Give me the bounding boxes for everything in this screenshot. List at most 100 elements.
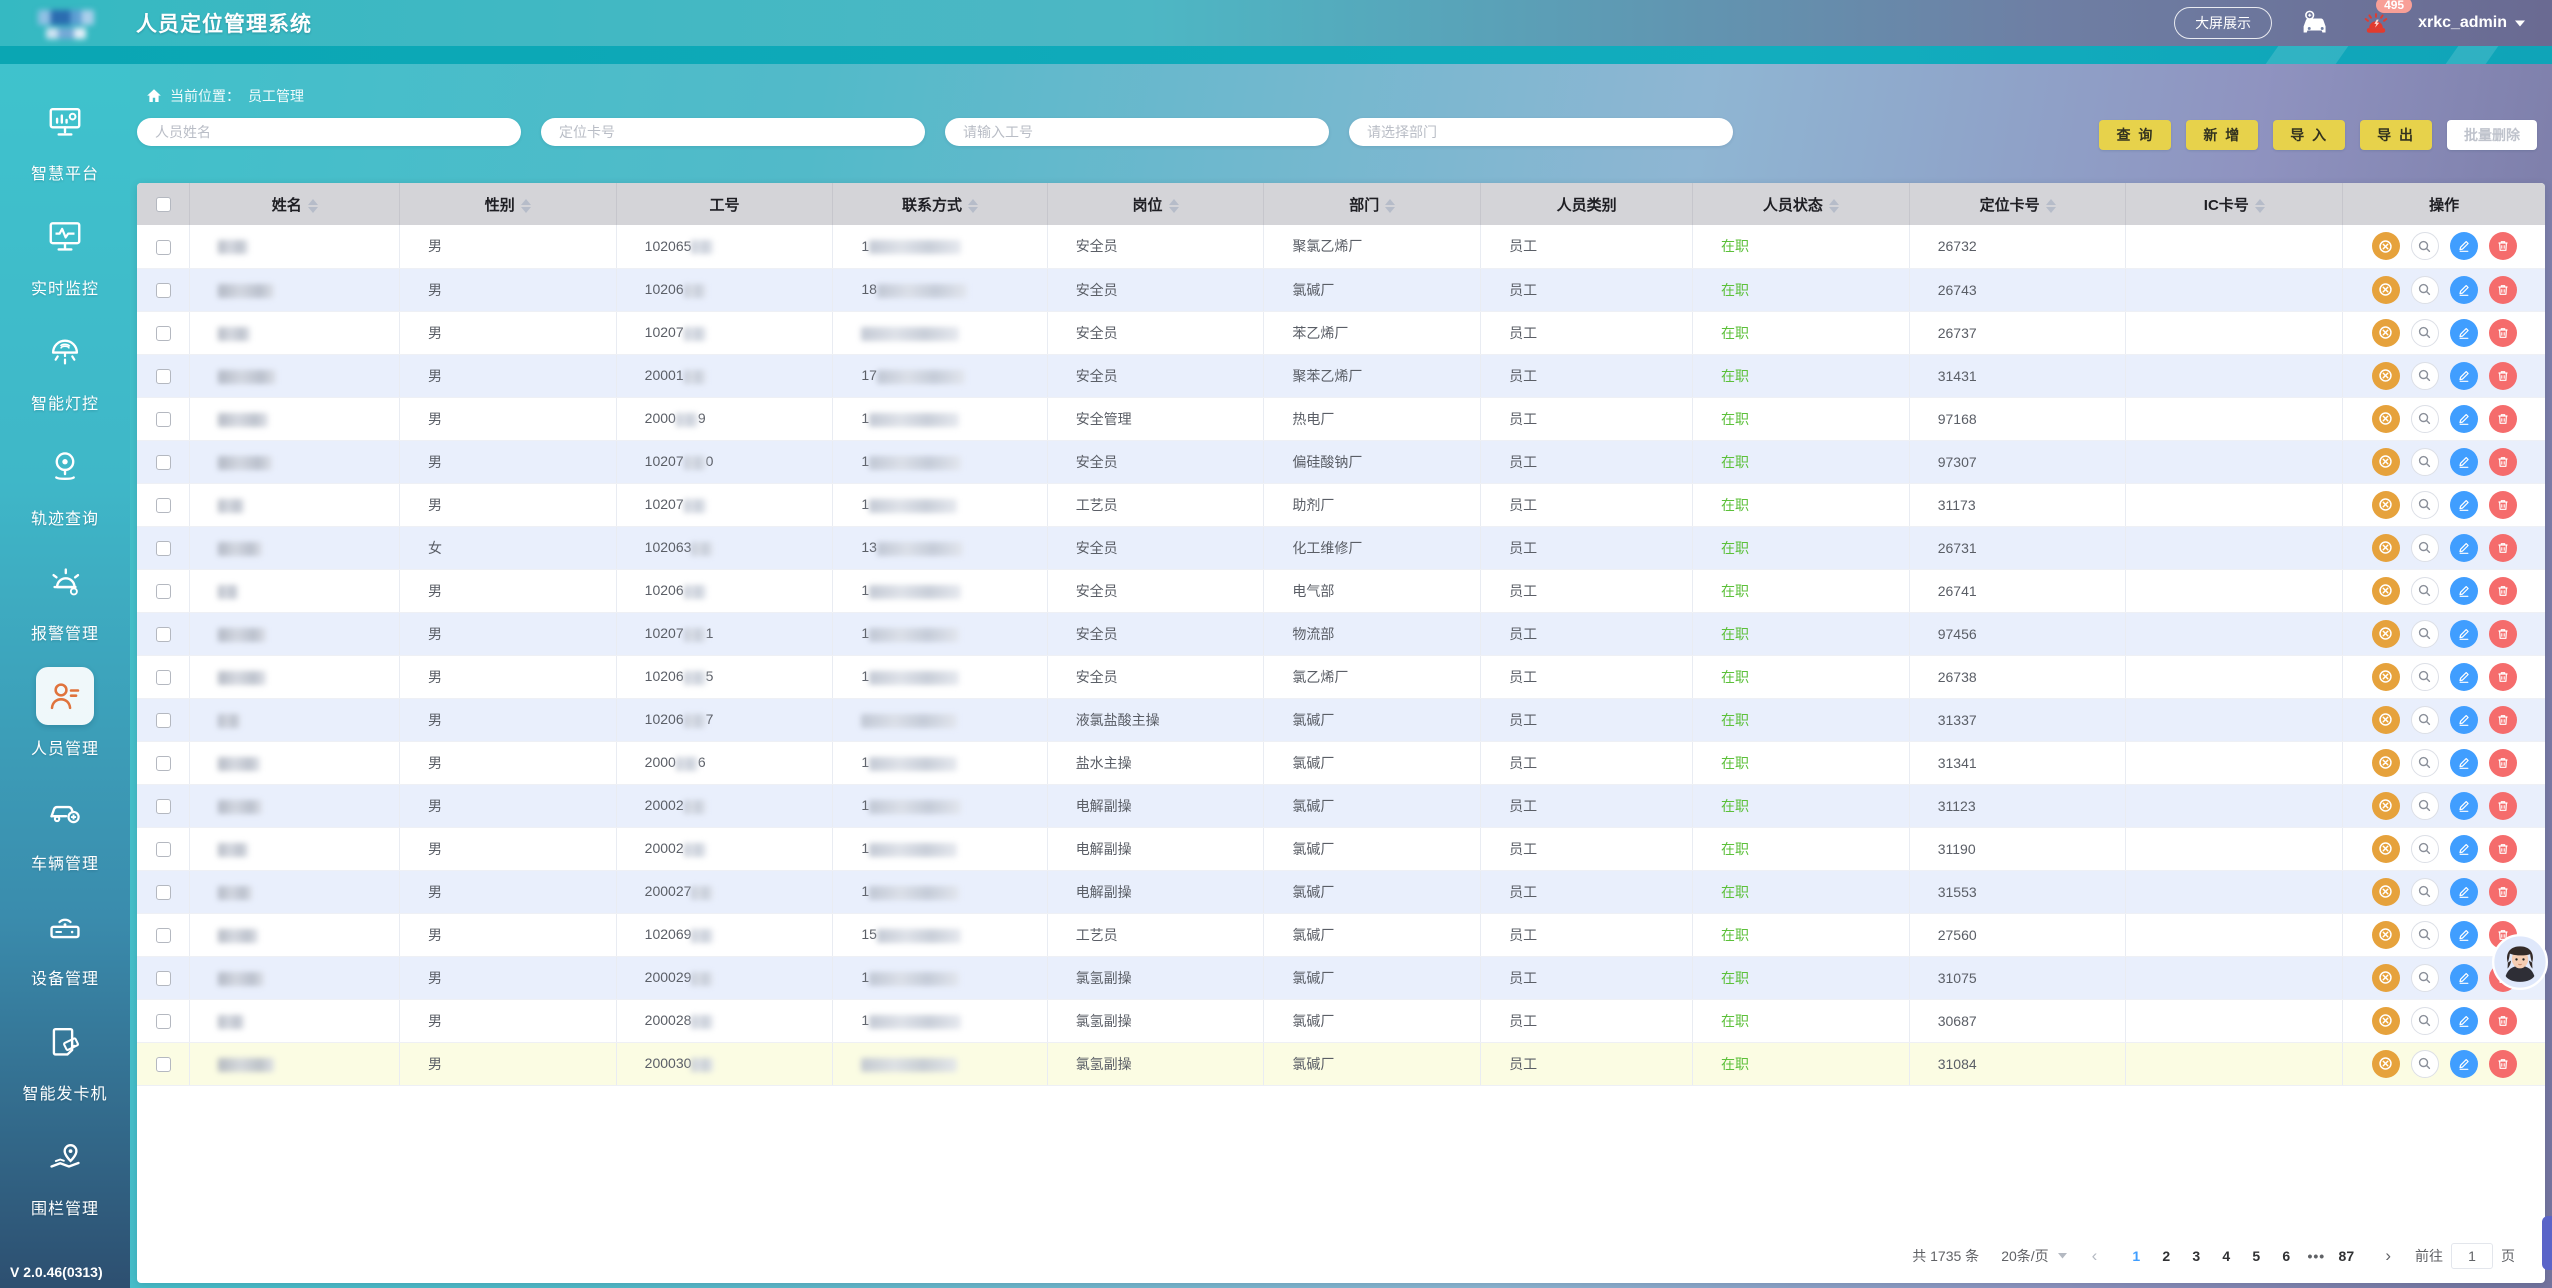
delete-button[interactable] (2488, 834, 2517, 863)
unbind-card-button[interactable] (2371, 963, 2400, 992)
delete-button[interactable] (2488, 404, 2517, 433)
unbind-card-button[interactable] (2371, 490, 2400, 519)
edit-button[interactable] (2449, 576, 2478, 605)
delete-button[interactable] (2488, 705, 2517, 734)
unbind-card-button[interactable] (2371, 791, 2400, 820)
view-button[interactable] (2410, 705, 2439, 734)
unbind-card-button[interactable] (2371, 361, 2400, 390)
sidebar-item-light-control[interactable]: 智能灯控 (0, 310, 130, 425)
unbind-card-button[interactable] (2371, 705, 2400, 734)
row-checkbox[interactable] (155, 798, 171, 814)
alarm-notifications-icon[interactable]: 495 (2360, 0, 2413, 39)
row-checkbox[interactable] (155, 239, 171, 255)
edit-button[interactable] (2449, 963, 2478, 992)
user-menu[interactable]: xrkc_admin (2418, 14, 2526, 32)
sidebar-item-vehicle[interactable]: 车辆管理 (0, 770, 130, 885)
unbind-card-button[interactable] (2371, 1006, 2400, 1035)
assistant-avatar[interactable] (2492, 934, 2548, 990)
edit-button[interactable] (2449, 404, 2478, 433)
page-number-button[interactable]: 1 (2132, 1248, 2141, 1264)
person-name-input[interactable] (137, 118, 521, 146)
sort-carets-icon[interactable] (1828, 198, 1839, 213)
row-checkbox[interactable] (155, 1056, 171, 1072)
page-more-button[interactable]: ••• (2307, 1248, 2326, 1264)
page-number-button[interactable]: 6 (2282, 1248, 2291, 1264)
unbind-card-button[interactable] (2371, 404, 2400, 433)
unbind-card-button[interactable] (2371, 748, 2400, 777)
row-checkbox[interactable] (155, 540, 171, 556)
goto-page-input[interactable] (2451, 1243, 2493, 1269)
delete-button[interactable] (2488, 791, 2517, 820)
unbind-card-button[interactable] (2371, 533, 2400, 562)
edit-button[interactable] (2449, 619, 2478, 648)
delete-button[interactable] (2488, 1006, 2517, 1035)
work-id-input[interactable] (945, 118, 1329, 146)
sidebar-item-fence[interactable]: 围栏管理 (0, 1115, 130, 1230)
delete-button[interactable] (2488, 877, 2517, 906)
row-checkbox[interactable] (155, 368, 171, 384)
sidebar-item-card-machine[interactable]: 智能发卡机 (0, 1000, 130, 1115)
sort-carets-icon[interactable] (2045, 198, 2056, 213)
view-button[interactable] (2410, 963, 2439, 992)
row-checkbox[interactable] (155, 411, 171, 427)
view-button[interactable] (2410, 920, 2439, 949)
unbind-card-button[interactable] (2371, 275, 2400, 304)
delete-button[interactable] (2488, 619, 2517, 648)
edit-button[interactable] (2449, 361, 2478, 390)
page-size-select[interactable]: 20条/页 (2001, 1246, 2067, 1266)
edit-button[interactable] (2449, 275, 2478, 304)
locate-card-input[interactable] (541, 118, 925, 146)
view-button[interactable] (2410, 877, 2439, 906)
bigscreen-button[interactable]: 大屏展示 (2174, 7, 2273, 39)
unbind-card-button[interactable] (2371, 834, 2400, 863)
row-checkbox[interactable] (155, 669, 171, 685)
unbind-card-button[interactable] (2371, 576, 2400, 605)
department-select[interactable] (1349, 118, 1733, 146)
row-checkbox[interactable] (155, 755, 171, 771)
prev-page-button[interactable]: ‹ (2091, 1246, 2098, 1265)
row-checkbox[interactable] (155, 841, 171, 857)
sort-carets-icon[interactable] (1168, 198, 1179, 213)
column-header[interactable]: 人员状态 (1692, 183, 1910, 225)
view-button[interactable] (2410, 318, 2439, 347)
sidebar-item-device[interactable]: 设备管理 (0, 885, 130, 1000)
edit-button[interactable] (2449, 1006, 2478, 1035)
row-checkbox[interactable] (155, 282, 171, 298)
sidebar-item-platform[interactable]: 智慧平台 (0, 80, 130, 195)
view-button[interactable] (2410, 490, 2439, 519)
delete-button[interactable] (2488, 275, 2517, 304)
unbind-card-button[interactable] (2371, 619, 2400, 648)
unbind-card-button[interactable] (2371, 447, 2400, 476)
row-checkbox[interactable] (155, 884, 171, 900)
column-header[interactable]: 岗位 (1047, 183, 1265, 225)
view-button[interactable] (2410, 662, 2439, 691)
view-button[interactable] (2410, 576, 2439, 605)
row-checkbox[interactable] (155, 712, 171, 728)
delete-button[interactable] (2488, 318, 2517, 347)
delete-button[interactable] (2488, 1049, 2517, 1078)
batch-delete-button[interactable]: 批量删除 (2447, 120, 2537, 150)
column-header[interactable]: 姓名 (189, 183, 400, 225)
sort-carets-icon[interactable] (1385, 198, 1396, 213)
search-button[interactable]: 查 询 (2099, 120, 2172, 150)
sort-carets-icon[interactable] (968, 198, 979, 213)
row-checkbox[interactable] (155, 1013, 171, 1029)
vehicle-status-icon[interactable] (2298, 10, 2334, 37)
view-button[interactable] (2410, 533, 2439, 562)
edit-button[interactable] (2449, 318, 2478, 347)
row-checkbox[interactable] (155, 454, 171, 470)
view-button[interactable] (2410, 275, 2439, 304)
sidebar-item-realtime-monitor[interactable]: 实时监控 (0, 195, 130, 310)
edit-button[interactable] (2449, 705, 2478, 734)
page-number-button[interactable]: 3 (2192, 1248, 2201, 1264)
unbind-card-button[interactable] (2371, 877, 2400, 906)
row-checkbox[interactable] (155, 583, 171, 599)
edit-button[interactable] (2449, 834, 2478, 863)
view-button[interactable] (2410, 748, 2439, 777)
unbind-card-button[interactable] (2371, 318, 2400, 347)
delete-button[interactable] (2488, 533, 2517, 562)
page-number-button[interactable]: 2 (2162, 1248, 2171, 1264)
edit-button[interactable] (2449, 791, 2478, 820)
view-button[interactable] (2410, 619, 2439, 648)
unbind-card-button[interactable] (2371, 920, 2400, 949)
